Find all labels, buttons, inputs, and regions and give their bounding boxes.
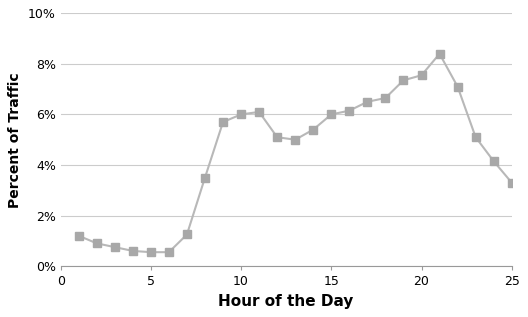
Y-axis label: Percent of Traffic: Percent of Traffic	[8, 72, 22, 208]
X-axis label: Hour of the Day: Hour of the Day	[219, 294, 354, 309]
